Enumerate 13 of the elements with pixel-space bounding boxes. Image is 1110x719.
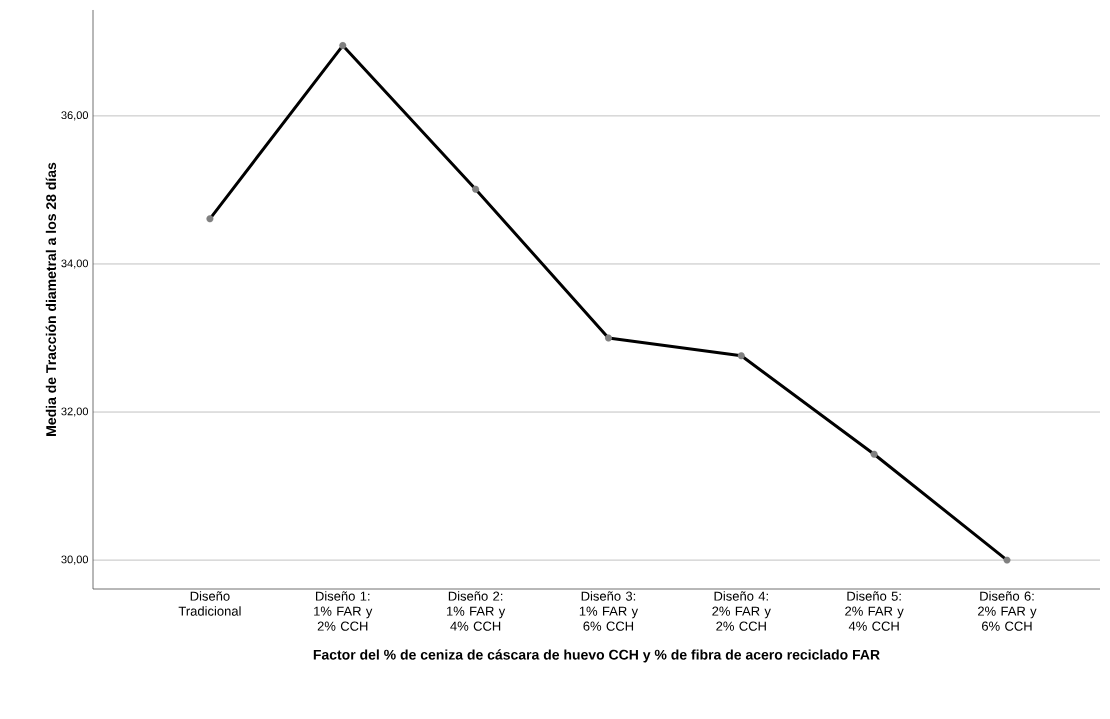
x-axis-title: Factor del % de ceniza de cáscara de huevo CCH y % de fibra de acero reciclado FAR: [313, 649, 880, 663]
y-tick-label: 32,00: [61, 407, 89, 417]
x-tick-label: Diseño 5: 2% FAR y 4% CCH: [845, 591, 904, 631]
y-tick-label: 30,00: [61, 555, 89, 565]
x-tick-label: Diseño 6: 2% FAR y 6% CCH: [978, 591, 1037, 631]
x-tick-label: Diseño 4: 2% FAR y 2% CCH: [712, 591, 771, 631]
y-axis-title: Media de Tracción diametral a los 28 días: [45, 162, 57, 436]
x-tick-label: Diseño Tradicional: [178, 591, 241, 616]
x-tick-label: Diseño 2: 1% FAR y 4% CCH: [446, 591, 506, 631]
y-tick-label: 34,00: [61, 259, 89, 269]
y-tick-label: 36,00: [61, 111, 89, 121]
x-tick-label: Diseño 1: 1% FAR y 2% CCH: [314, 591, 373, 631]
x-tick-label: Diseño 3: 1% FAR y 6% CCH: [579, 591, 639, 631]
